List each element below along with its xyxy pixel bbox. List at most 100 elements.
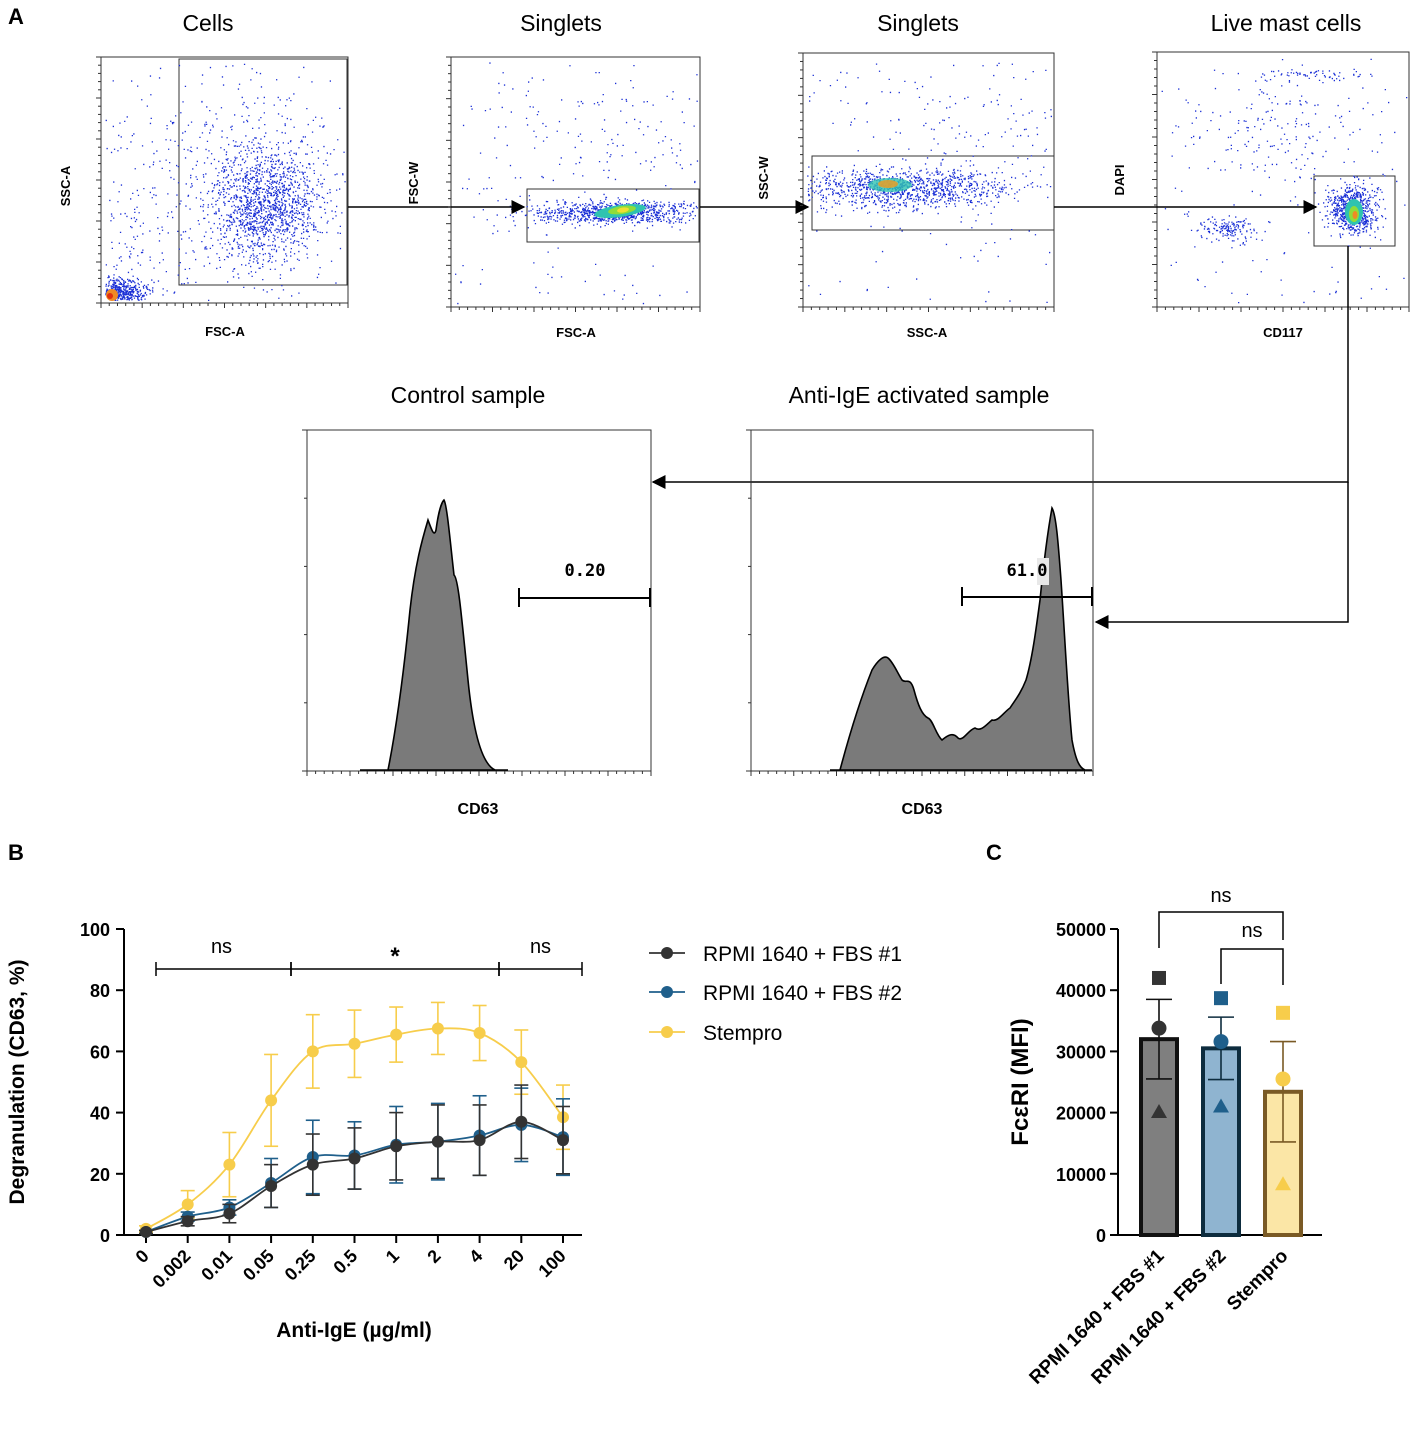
data-point bbox=[181, 1215, 194, 1228]
gate-arrow-to-control bbox=[651, 246, 1349, 489]
events-singlets-ssc bbox=[807, 62, 1052, 304]
data-point bbox=[140, 1225, 152, 1238]
data-point bbox=[265, 1180, 278, 1193]
point-circle bbox=[1275, 1071, 1291, 1087]
degranulation-chart: Degranulation (CD63, %) Anti-IgE (µg/ml)… bbox=[6, 920, 902, 1342]
chart-b-ytick-label: 60 bbox=[90, 1042, 110, 1062]
chart-c-ytick-label: 40000 bbox=[1056, 981, 1106, 1001]
chart-b-ytick-label: 100 bbox=[80, 920, 110, 940]
legend-marker bbox=[661, 947, 673, 959]
facs-frame-cells bbox=[100, 56, 349, 304]
chart-b-xtick-label: 0.5 bbox=[329, 1246, 361, 1278]
facs-frame-live-mast-cells bbox=[1156, 51, 1410, 308]
facs-ylabel-singlets-ssc: SSC-W bbox=[756, 156, 771, 200]
facs-xlabel-singlets-fsc: FSC-A bbox=[556, 325, 596, 340]
chart-c-ytick-label: 10000 bbox=[1056, 1165, 1106, 1185]
legend-label: Stempro bbox=[703, 1022, 782, 1045]
chart-c-xtick-label: Stempro bbox=[1223, 1246, 1292, 1315]
events-live-mast-cells bbox=[1161, 58, 1408, 304]
data-point bbox=[265, 1094, 278, 1107]
point-square bbox=[1276, 1005, 1290, 1020]
chart-c-significance-label: ns bbox=[1210, 885, 1231, 907]
facs-title-singlets-fsc: Singlets bbox=[520, 10, 602, 36]
chart-c-significance-bracket bbox=[1220, 948, 1284, 985]
chart-c-ylabel: FcεRI (MFI) bbox=[1007, 1018, 1034, 1145]
data-point bbox=[515, 1115, 528, 1128]
panel-label-b: B bbox=[8, 840, 24, 865]
events-singlets-fsc bbox=[455, 62, 699, 305]
event-dots bbox=[105, 63, 346, 302]
gate-arrow-to-activated bbox=[1094, 482, 1349, 629]
point-circle bbox=[1151, 1020, 1167, 1036]
data-point bbox=[223, 1158, 236, 1171]
chart-b-ylabel: Degranulation (CD63, %) bbox=[6, 959, 29, 1204]
facs-plot-singlets-ssc: Singlets SSC-A SSC-W bbox=[756, 10, 1055, 340]
facs-title-live-mast-cells: Live mast cells bbox=[1211, 10, 1362, 36]
facs-plot-cells: Cells FSC-A SSC-A bbox=[58, 10, 349, 339]
significance-label: ns bbox=[211, 936, 232, 958]
histogram-title-control: Control sample bbox=[391, 382, 546, 408]
data-point bbox=[431, 1135, 444, 1148]
data-point bbox=[515, 1056, 528, 1069]
histogram-frame-control bbox=[306, 429, 652, 772]
point-circle bbox=[1213, 1034, 1229, 1050]
chart-b-xtick-label: 20 bbox=[500, 1246, 528, 1274]
event-dots bbox=[1161, 58, 1408, 304]
data-point bbox=[473, 1027, 486, 1040]
significance-label: * bbox=[390, 943, 400, 970]
gate-value-control: 0.20 bbox=[565, 561, 606, 581]
histogram-control: Control sample 0.20 CD63 bbox=[306, 382, 652, 818]
fceri-chart: FcεRI (MFI) 01000020000300004000050000RP… bbox=[1007, 885, 1322, 1389]
data-point bbox=[223, 1207, 236, 1220]
hotspot-singlets-ssc bbox=[868, 178, 912, 192]
facs-title-cells: Cells bbox=[182, 10, 233, 36]
histogram-title-activated: Anti-IgE activated sample bbox=[789, 382, 1050, 408]
chart-c-significance-bracket bbox=[1158, 911, 1284, 948]
histogram-curve-control bbox=[360, 498, 508, 771]
panel-label-a: A bbox=[8, 4, 24, 29]
chart-c-ytick-label: 30000 bbox=[1056, 1042, 1106, 1062]
chart-b-ytick-label: 80 bbox=[90, 981, 110, 1001]
point-triangle bbox=[1151, 1103, 1167, 1118]
facs-plot-singlets-fsc: Singlets FSC-A FSC-W bbox=[406, 10, 701, 340]
facs-xlabel-cells: FSC-A bbox=[205, 324, 245, 339]
chart-b-xtick-label: 0.25 bbox=[281, 1246, 320, 1285]
point-triangle bbox=[1275, 1176, 1291, 1191]
facs-xlabel-live-mast-cells: CD117 bbox=[1263, 325, 1303, 340]
chart-c-ytick-label: 0 bbox=[1096, 1226, 1106, 1246]
chart-b-xtick-label: 0.05 bbox=[239, 1246, 278, 1285]
data-point bbox=[473, 1134, 486, 1147]
facs-xlabel-singlets-ssc: SSC-A bbox=[907, 325, 948, 340]
data-point bbox=[390, 1140, 403, 1153]
point-square bbox=[1152, 970, 1166, 985]
chart-b-xtick-label: 0.01 bbox=[197, 1246, 236, 1285]
data-point bbox=[557, 1134, 569, 1147]
data-point bbox=[348, 1152, 361, 1165]
facs-plot-live-mast-cells: Live mast cells CD117 DAPI bbox=[1112, 10, 1410, 340]
chart-b-xtick-label: 1 bbox=[382, 1246, 403, 1267]
significance-label: ns bbox=[530, 936, 551, 958]
histogram-xlabel-control: CD63 bbox=[458, 801, 499, 818]
gate-value-bg-activated bbox=[1037, 558, 1049, 585]
chart-b-xtick-label: 0.002 bbox=[149, 1246, 195, 1292]
gate-cells bbox=[178, 58, 348, 286]
data-point bbox=[306, 1158, 319, 1171]
events-cells bbox=[105, 63, 346, 302]
hotspot-singlets-fsc bbox=[594, 204, 646, 218]
hotspot-live-mast-cells bbox=[1345, 199, 1363, 225]
legend-marker bbox=[661, 1026, 673, 1038]
histogram-activated: Anti-IgE activated sample 61.0 CD63 bbox=[750, 382, 1094, 818]
histogram-xlabel-activated: CD63 bbox=[902, 801, 943, 818]
histogram-curve-activated bbox=[830, 505, 1092, 771]
facs-ylabel-singlets-fsc: FSC-W bbox=[406, 161, 421, 204]
facs-title-singlets-ssc: Singlets bbox=[877, 10, 959, 36]
point-triangle bbox=[1213, 1098, 1229, 1113]
event-dots bbox=[807, 62, 1052, 304]
point-square bbox=[1214, 991, 1228, 1006]
chart-b-xtick-label: 0 bbox=[132, 1246, 153, 1267]
legend-marker bbox=[661, 986, 673, 998]
chart-b-xtick-label: 2 bbox=[424, 1246, 445, 1267]
hotspot-cells bbox=[106, 289, 118, 301]
gate-singlets-ssc bbox=[811, 155, 1055, 231]
